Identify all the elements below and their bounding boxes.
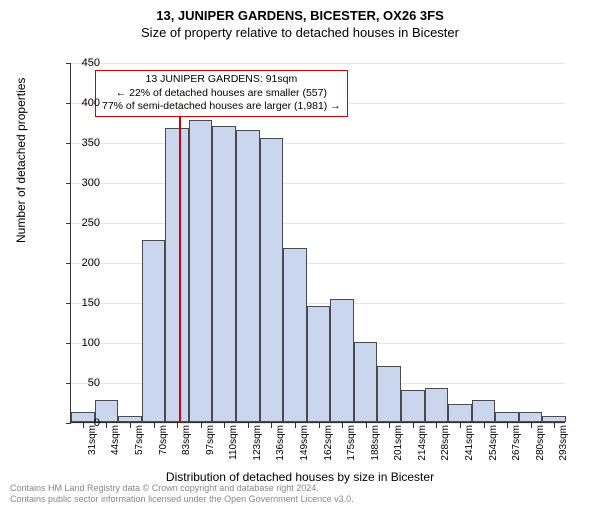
xtick-label: 162sqm (323, 425, 334, 461)
histogram-bar (425, 388, 449, 422)
y-axis-label: Number of detached properties (14, 78, 28, 243)
xtick-mark (271, 423, 272, 428)
histogram-bar (330, 299, 354, 422)
histogram-bar (472, 400, 496, 422)
xtick-mark (413, 423, 414, 428)
xtick-label: 149sqm (299, 425, 310, 461)
x-axis-label: Distribution of detached houses by size … (0, 470, 600, 484)
xtick-label: 201sqm (393, 425, 404, 461)
chart-area: 31sqm44sqm57sqm70sqm83sqm97sqm110sqm123s… (70, 63, 565, 423)
xtick-label: 280sqm (535, 425, 546, 461)
xtick-label: 254sqm (488, 425, 499, 461)
grid-line (71, 143, 565, 144)
xtick-mark (389, 423, 390, 428)
xtick-label: 57sqm (134, 425, 145, 455)
xtick-label: 136sqm (275, 425, 286, 461)
xtick-mark (319, 423, 320, 428)
histogram-bar (542, 416, 566, 422)
histogram-bar (283, 248, 307, 422)
chart-title-sub: Size of property relative to detached ho… (0, 25, 600, 40)
histogram-bar (448, 404, 472, 422)
xtick-mark (554, 423, 555, 428)
histogram-bar (354, 342, 378, 422)
annotation-line2: ← 22% of detached houses are smaller (55… (102, 87, 341, 101)
plot-region: 31sqm44sqm57sqm70sqm83sqm97sqm110sqm123s… (70, 63, 565, 423)
xtick-label: 44sqm (110, 425, 121, 455)
xtick-label: 214sqm (417, 425, 428, 461)
annotation-line1: 13 JUNIPER GARDENS: 91sqm (102, 73, 341, 87)
footer-line1: Contains HM Land Registry data © Crown c… (10, 483, 354, 494)
ytick-label: 350 (60, 137, 100, 149)
histogram-bar (142, 240, 166, 422)
xtick-mark (201, 423, 202, 428)
histogram-bar (165, 128, 189, 422)
xtick-label: 267sqm (511, 425, 522, 461)
xtick-mark (224, 423, 225, 428)
xtick-mark (484, 423, 485, 428)
xtick-label: 83sqm (181, 425, 192, 455)
grid-line (71, 63, 565, 64)
ytick-label: 150 (60, 297, 100, 309)
xtick-label: 31sqm (87, 425, 98, 455)
xtick-label: 123sqm (252, 425, 263, 461)
histogram-bar (260, 138, 284, 422)
ytick-label: 250 (60, 217, 100, 229)
histogram-bar (495, 412, 519, 422)
histogram-bar (212, 126, 236, 422)
xtick-mark (436, 423, 437, 428)
ytick-label: 400 (60, 97, 100, 109)
ytick-label: 0 (60, 417, 100, 429)
xtick-mark (106, 423, 107, 428)
xtick-label: 97sqm (205, 425, 216, 455)
xtick-mark (342, 423, 343, 428)
histogram-bar (236, 130, 260, 422)
xtick-label: 175sqm (346, 425, 357, 461)
histogram-bar (118, 416, 142, 422)
xtick-label: 110sqm (228, 425, 239, 460)
xtick-mark (248, 423, 249, 428)
grid-line (71, 223, 565, 224)
ytick-label: 200 (60, 257, 100, 269)
ytick-label: 300 (60, 177, 100, 189)
histogram-bar (519, 412, 543, 422)
annotation-line3: 77% of semi-detached houses are larger (… (102, 100, 341, 114)
xtick-label: 228sqm (440, 425, 451, 461)
xtick-mark (154, 423, 155, 428)
xtick-mark (507, 423, 508, 428)
ytick-label: 50 (60, 377, 100, 389)
histogram-bar (189, 120, 213, 422)
xtick-mark (295, 423, 296, 428)
xtick-mark (531, 423, 532, 428)
xtick-mark (460, 423, 461, 428)
chart-title-main: 13, JUNIPER GARDENS, BICESTER, OX26 3FS (0, 8, 600, 23)
property-marker-line (179, 94, 181, 422)
xtick-label: 293sqm (558, 425, 569, 461)
histogram-bar (377, 366, 401, 422)
histogram-bar (307, 306, 331, 422)
ytick-label: 100 (60, 337, 100, 349)
xtick-mark (177, 423, 178, 428)
xtick-mark (130, 423, 131, 428)
histogram-bar (401, 390, 425, 422)
xtick-mark (366, 423, 367, 428)
xtick-label: 70sqm (158, 425, 169, 455)
xtick-label: 241sqm (464, 425, 475, 461)
footer: Contains HM Land Registry data © Crown c… (10, 483, 354, 505)
annotation-box: 13 JUNIPER GARDENS: 91sqm ← 22% of detac… (95, 70, 348, 117)
xtick-label: 188sqm (370, 425, 381, 461)
ytick-label: 450 (60, 57, 100, 69)
grid-line (71, 183, 565, 184)
